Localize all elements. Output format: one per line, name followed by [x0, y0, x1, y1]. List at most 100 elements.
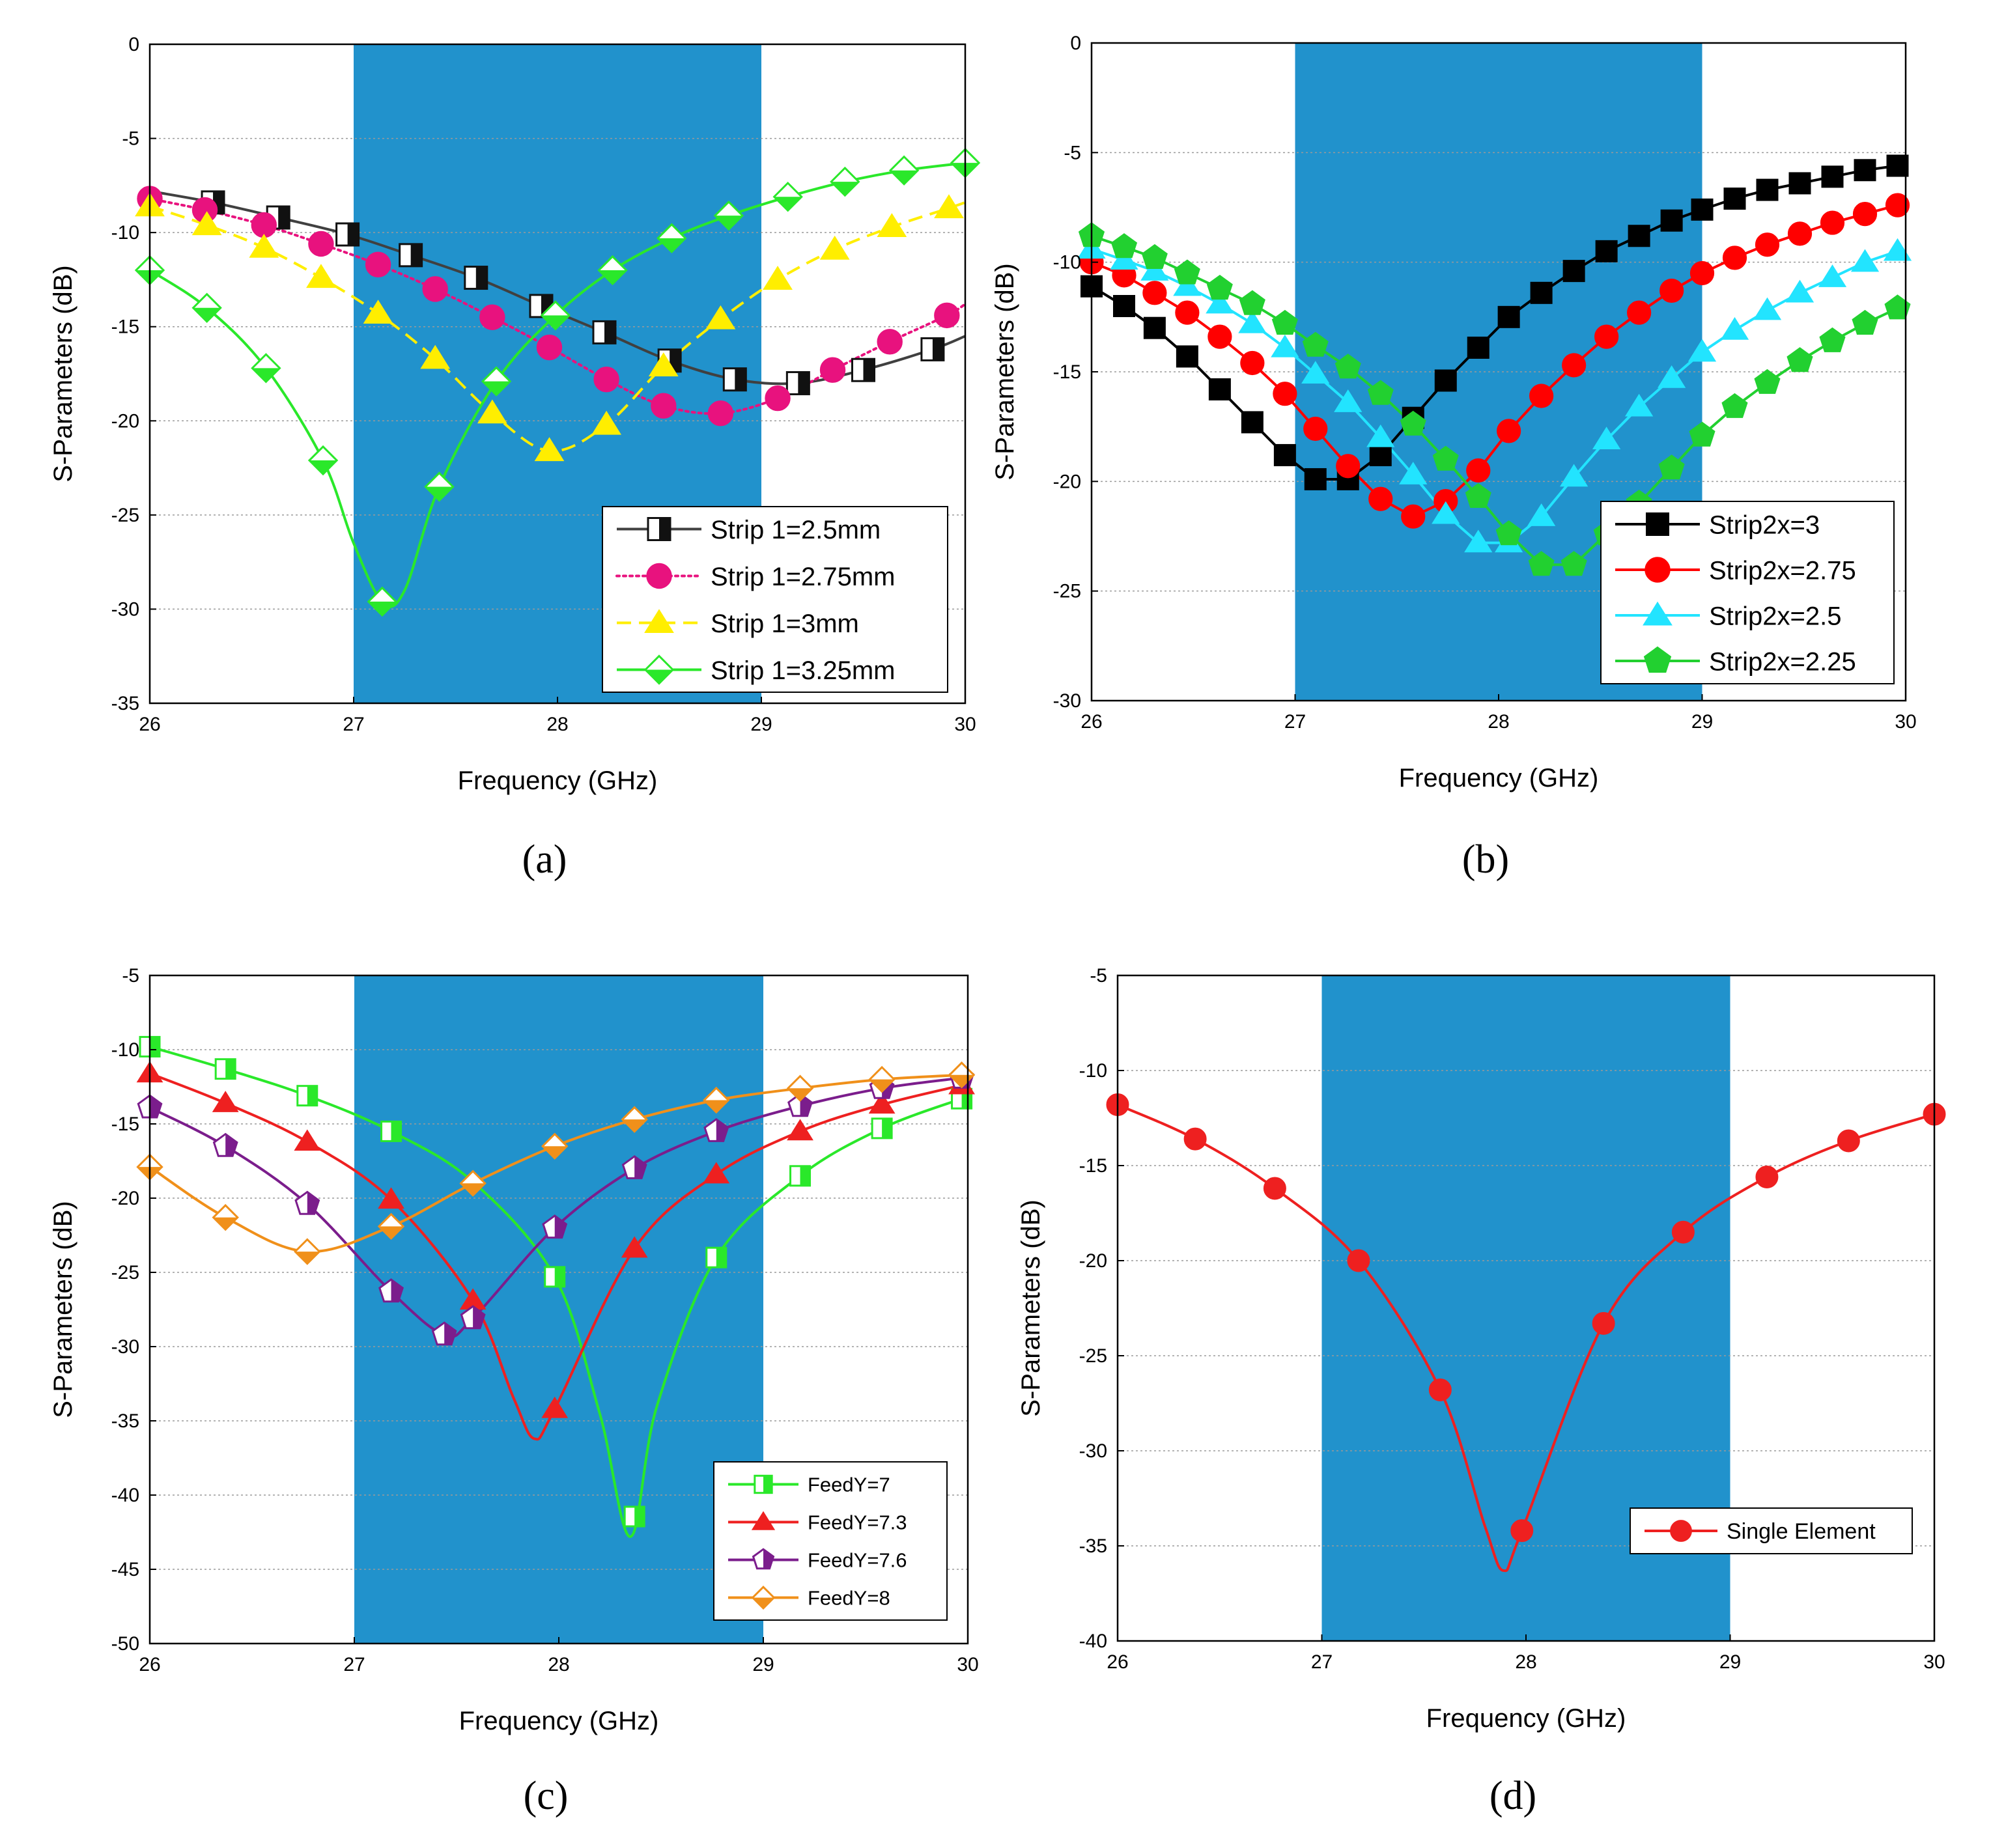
x-tick-label: 27 [1311, 1651, 1333, 1673]
data-point-strip2x-2-25 [1174, 259, 1200, 285]
data-point-strip-1-3-25mm [367, 586, 398, 617]
y-tick-label: -10 [1079, 1060, 1107, 1082]
panel-label: (c) [524, 1774, 569, 1818]
data-point-feedy-7-3 [541, 1396, 569, 1418]
data-point-strip-1-3-25mm-fill [714, 216, 742, 230]
data-point-feedy-7-6-fill [150, 1095, 162, 1117]
data-point-feedy-7-6-fill [554, 1216, 567, 1238]
data-point-strip-1-2-5mm-fill [798, 372, 810, 395]
data-point-feedy-8 [377, 1212, 405, 1240]
y-tick-label: -30 [111, 1336, 139, 1358]
data-point-feedy-8-fill [543, 1146, 567, 1158]
y-tick-label: -10 [111, 222, 139, 244]
legend-marker [644, 609, 674, 634]
data-point-feedy-7-6 [212, 1132, 238, 1157]
y-axis-label: S-Parameters (dB) [49, 1201, 78, 1418]
x-axis-label: Frequency (GHz) [458, 766, 658, 795]
data-point-feedy-8 [703, 1086, 730, 1114]
x-tick-label: 28 [1515, 1651, 1536, 1673]
legend-marker [1646, 512, 1669, 536]
data-point-strip2x-2-75 [1627, 300, 1652, 325]
data-point-feedy-7-6 [542, 1214, 568, 1239]
y-tick-label: -50 [111, 1633, 139, 1655]
data-point-strip-1-3-25mm-fill [368, 601, 396, 615]
y-tick-label: -5 [122, 965, 139, 987]
legend-label: Strip2x=2.25 [1709, 647, 1856, 676]
data-point-feedy-7-3 [378, 1187, 404, 1209]
y-axis-label: S-Parameters (dB) [1017, 1199, 1045, 1416]
data-point-strip-1-2-75mm [536, 334, 563, 361]
data-point-single-element [1755, 1166, 1779, 1189]
data-point-strip-1-3-25mm-fill [599, 270, 627, 285]
data-point-strip2x-2-5 [1173, 273, 1202, 296]
data-point-feedy-7-fill [307, 1085, 317, 1106]
data-point-strip-1-2-5mm-fill [278, 206, 290, 229]
legend-marker [1670, 1520, 1692, 1542]
data-point-strip2x-2-75 [1207, 324, 1232, 349]
data-point-strip-1-3-25mm-fill [252, 368, 280, 382]
data-point-strip-1-2-75mm [707, 400, 734, 427]
x-tick-label: 28 [546, 714, 568, 735]
x-tick-label: 26 [1080, 711, 1102, 733]
legend-marker [751, 1511, 776, 1530]
data-point-strip2x-2-25 [1689, 421, 1716, 447]
data-point-strip2x-2-5 [1464, 529, 1493, 553]
data-point-strip2x-2-5 [1140, 257, 1169, 281]
data-point-strip2x-3 [1273, 443, 1296, 466]
data-point-strip2x-2-75 [1594, 324, 1619, 349]
data-point-strip2x-2-5 [1334, 389, 1363, 412]
legend-label: Strip 1=3mm [711, 609, 859, 638]
x-tick-label: 27 [1284, 711, 1306, 733]
data-point-strip-1-3-25mm [540, 300, 571, 331]
legend-label: Strip 1=2.75mm [711, 563, 895, 591]
data-point-strip2x-2-75 [1175, 300, 1200, 325]
data-point-strip2x-3 [1788, 172, 1811, 195]
data-point-single-element [1837, 1129, 1860, 1153]
data-point-feedy-7 [296, 1085, 318, 1107]
x-tick-label: 26 [139, 714, 160, 735]
data-point-strip2x-2-5 [1785, 279, 1814, 303]
series-line-strip-1-2-75mm [148, 197, 967, 415]
data-point-strip-1-3-25mm-fill [425, 486, 453, 501]
y-tick-label: -15 [111, 1113, 139, 1135]
data-point-strip-1-2-5mm [851, 357, 875, 382]
data-point-strip-1-3mm [934, 194, 964, 219]
data-point-strip2x-2-25 [1754, 369, 1781, 394]
data-point-strip2x-2-75 [1787, 221, 1813, 246]
data-point-strip2x-2-25 [1721, 393, 1748, 418]
data-point-strip2x-2-5 [1110, 247, 1138, 270]
y-tick-label: -5 [1064, 142, 1081, 163]
x-tick-label: 26 [139, 1654, 160, 1675]
data-point-feedy-7-fill [800, 1166, 810, 1186]
data-point-feedy-7-3 [294, 1129, 321, 1151]
data-point-strip2x-3 [1723, 188, 1746, 210]
legend-label: FeedY=7 [808, 1474, 890, 1496]
data-point-strip2x-2-75 [1755, 232, 1780, 257]
data-point-strip2x-2-5 [1850, 249, 1880, 272]
data-point-strip2x-3 [1854, 159, 1876, 182]
data-point-strip2x-2-25 [1528, 551, 1555, 576]
data-point-single-element [1671, 1220, 1695, 1244]
data-point-strip2x-2-25 [1271, 309, 1298, 335]
data-point-strip2x-2-75 [1368, 486, 1393, 511]
data-point-strip-1-3-25mm-fill [658, 238, 686, 252]
data-point-feedy-7-fill [391, 1121, 401, 1141]
data-point-strip2x-2-25 [1819, 327, 1846, 352]
legend-label: FeedY=8 [808, 1587, 890, 1610]
data-point-feedy-7-fill [150, 1037, 160, 1057]
legend: Strip 1=2.5mm Strip 1=2.75mm Strip 1=3mm St… [602, 506, 948, 693]
panel-d: 26 27 28 29 30 -5 -10 -15 -20 -25 -30 -35 -40 Frequen… [1017, 965, 1946, 1818]
data-point-strip-1-3-25mm-fill [483, 381, 511, 395]
data-point-feedy-7 [380, 1120, 402, 1142]
data-point-strip2x-2-25 [1852, 309, 1878, 335]
data-point-strip-1-3-25mm-fill [309, 460, 337, 475]
data-point-strip-1-2-75mm [251, 212, 277, 238]
x-tick-label: 27 [343, 714, 364, 735]
passband-highlight [354, 975, 763, 1644]
data-point-strip2x-3 [1467, 336, 1490, 359]
y-tick-label: -25 [1053, 581, 1081, 602]
data-point-strip2x-2-25 [1367, 380, 1394, 405]
data-point-strip2x-2-75 [1659, 278, 1684, 303]
data-point-strip2x-2-5 [1818, 264, 1847, 287]
